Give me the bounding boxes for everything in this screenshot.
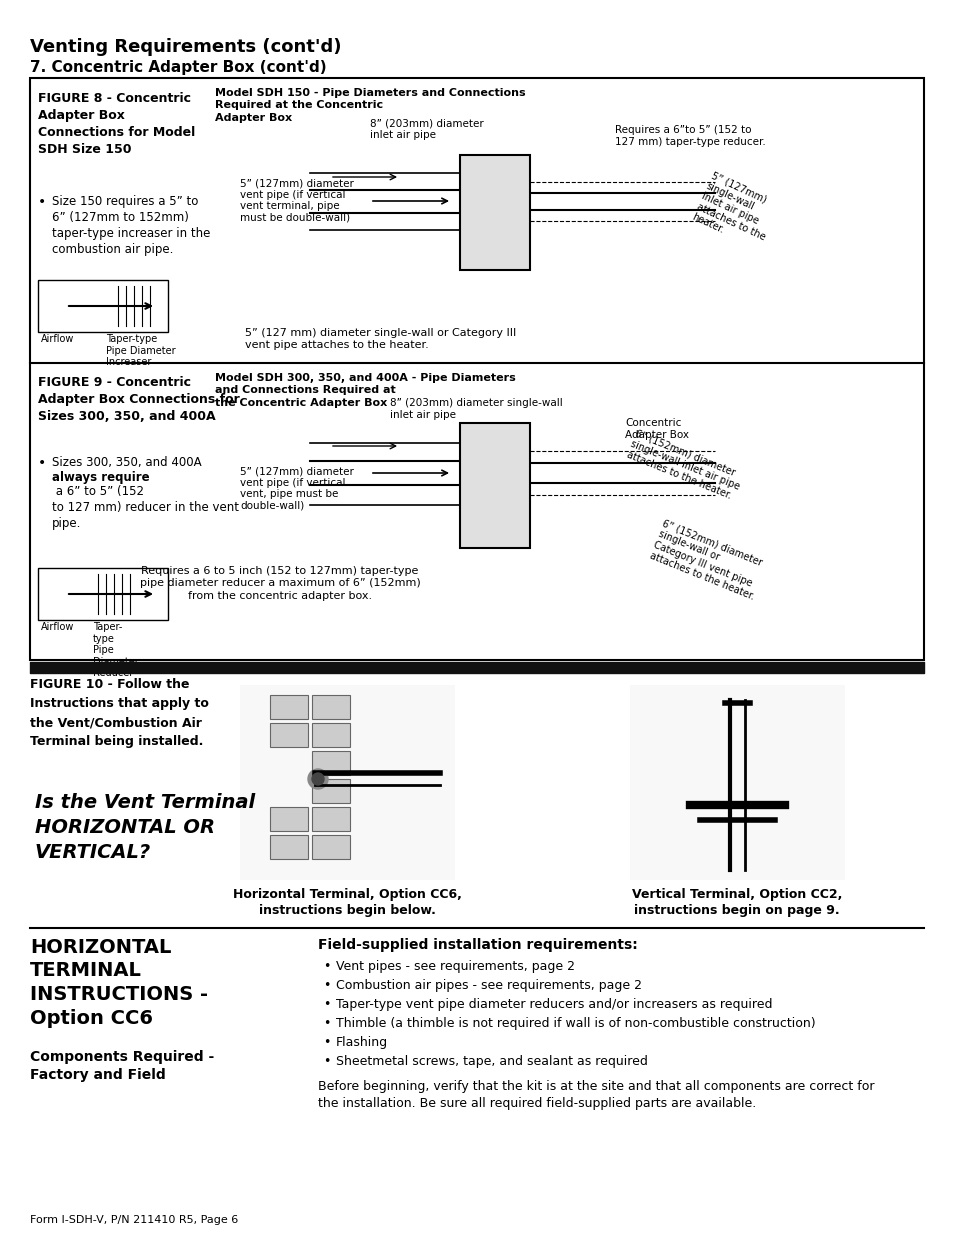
Text: Concentric
Adapter
Box: Concentric Adapter Box [468,195,520,228]
Bar [459,424,530,548]
Bar [312,751,350,776]
Text: Flashing: Flashing [335,1036,388,1049]
Text: Model SDH 150 - Pipe Diameters and Connections
Required at the Concentric
Adapte: Model SDH 150 - Pipe Diameters and Conne… [214,88,525,122]
Text: Venting Requirements (cont'd): Venting Requirements (cont'd) [30,38,341,56]
Text: Combustion air pipes - see requirements, page 2: Combustion air pipes - see requirements,… [335,979,641,992]
Text: Size 150 requires a 5” to
6” (127mm to 152mm)
taper-type increaser in the
combus: Size 150 requires a 5” to 6” (127mm to 1… [52,195,211,256]
Bar [240,685,455,881]
Text: Concentric
Adapter Box: Concentric Adapter Box [464,474,524,495]
Text: Requires a 6 to 5 inch (152 to 127mm) taper-type
pipe diameter reducer a maximum: Requires a 6 to 5 inch (152 to 127mm) ta… [139,566,420,600]
Bar [312,779,350,803]
Text: Requires a 6”to 5” (152 to
127 mm) taper-type reducer.: Requires a 6”to 5” (152 to 127 mm) taper… [615,125,765,147]
Text: Airflow: Airflow [41,622,74,632]
Text: Field-supplied installation requirements:: Field-supplied installation requirements… [317,939,638,952]
Bar [270,806,308,831]
Text: 5” (127mm) diameter
vent pipe (if vertical
vent terminal, pipe
must be double-wa: 5” (127mm) diameter vent pipe (if vertic… [240,178,354,222]
Text: Components Required -
Factory and Field: Components Required - Factory and Field [30,1050,214,1082]
Text: Vertical Terminal, Option CC2,
instructions begin on page 9.: Vertical Terminal, Option CC2, instructi… [631,888,841,918]
Bar [629,685,844,881]
Text: FIGURE 9 - Concentric
Adapter Box Connections for
Sizes 300, 350, and 400A: FIGURE 9 - Concentric Adapter Box Connec… [38,375,239,424]
Text: 7. Concentric Adapter Box (cont'd): 7. Concentric Adapter Box (cont'd) [30,61,326,75]
Text: •: • [38,195,46,209]
Text: Horizontal Terminal, Option CC6,
instructions begin below.: Horizontal Terminal, Option CC6, instruc… [233,888,461,918]
Bar [270,722,308,747]
Text: •: • [323,960,330,973]
Bar [270,695,308,719]
Text: FIGURE 8 - Concentric
Adapter Box
Connections for Model
SDH Size 150: FIGURE 8 - Concentric Adapter Box Connec… [38,91,195,156]
Text: Airflow: Airflow [41,333,74,345]
Bar [30,78,923,659]
Text: Taper-type vent pipe diameter reducers and/or increasers as required: Taper-type vent pipe diameter reducers a… [335,998,772,1011]
Bar [38,280,168,332]
Text: Model SDH 300, 350, and 400A - Pipe Diameters
and Connections Required at
the Co: Model SDH 300, 350, and 400A - Pipe Diam… [214,373,516,408]
Text: Form I-SDH-V, P/N 211410 R5, Page 6: Form I-SDH-V, P/N 211410 R5, Page 6 [30,1215,238,1225]
Bar [270,835,308,860]
Text: 6” (152mm) diameter
single-wall inlet air pipe
attaches to the heater.: 6” (152mm) diameter single-wall inlet ai… [624,429,745,503]
Bar [312,835,350,860]
Text: •: • [323,979,330,992]
Text: •: • [323,998,330,1011]
Text: Sizes 300, 350, and 400A: Sizes 300, 350, and 400A [52,456,201,485]
Text: Before beginning, verify that the kit is at the site and that all components are: Before beginning, verify that the kit is… [317,1079,874,1110]
Bar [38,568,168,620]
Bar [312,695,350,719]
Circle shape [312,773,324,785]
Text: Concentric
Adapter Box: Concentric Adapter Box [624,417,688,440]
Text: •: • [323,1016,330,1030]
Text: 8” (203mm) diameter
inlet air pipe: 8” (203mm) diameter inlet air pipe [370,119,483,140]
Text: Thimble (a thimble is not required if wall is of non-combustible construction): Thimble (a thimble is not required if wa… [335,1016,815,1030]
Bar [312,806,350,831]
Text: Sheetmetal screws, tape, and sealant as required: Sheetmetal screws, tape, and sealant as … [335,1055,647,1068]
Bar [312,722,350,747]
Text: 5” (127mm)
single-wall
inlet air pipe
attaches to the
heater.: 5” (127mm) single-wall inlet air pipe at… [689,170,781,253]
Text: a 6” to 5” (152
to 127 mm) reducer in the vent
pipe.: a 6” to 5” (152 to 127 mm) reducer in th… [52,485,239,530]
Text: •: • [323,1036,330,1049]
Text: 6” (152mm) diameter
single-wall or
Category III vent pipe
attaches to the heater: 6” (152mm) diameter single-wall or Categ… [647,517,768,601]
Circle shape [308,769,328,789]
Text: FIGURE 10 - Follow the
Instructions that apply to
the Vent/Combustion Air
Termin: FIGURE 10 - Follow the Instructions that… [30,678,209,748]
Text: HORIZONTAL
TERMINAL
INSTRUCTIONS -
Option CC6: HORIZONTAL TERMINAL INSTRUCTIONS - Optio… [30,939,208,1028]
Text: •: • [323,1055,330,1068]
Text: Vent pipes - see requirements, page 2: Vent pipes - see requirements, page 2 [335,960,575,973]
Text: Is the Vent Terminal
HORIZONTAL OR
VERTICAL?: Is the Vent Terminal HORIZONTAL OR VERTI… [35,793,254,862]
Text: 8” (203mm) diameter single-wall
inlet air pipe: 8” (203mm) diameter single-wall inlet ai… [390,398,562,420]
Text: Taper-
type
Pipe
Diameter
Reducer: Taper- type Pipe Diameter Reducer [92,622,138,678]
Text: 5” (127mm) diameter
vent pipe (if vertical
vent, pipe must be
double-wall): 5” (127mm) diameter vent pipe (if vertic… [240,466,354,511]
Text: Taper-type
Pipe Diameter
Increaser: Taper-type Pipe Diameter Increaser [106,333,175,367]
Text: •: • [38,456,46,471]
Text: always require: always require [52,471,150,484]
Bar [459,156,530,270]
Text: 5” (127 mm) diameter single-wall or Category III
vent pipe attaches to the heate: 5” (127 mm) diameter single-wall or Cate… [245,329,516,351]
